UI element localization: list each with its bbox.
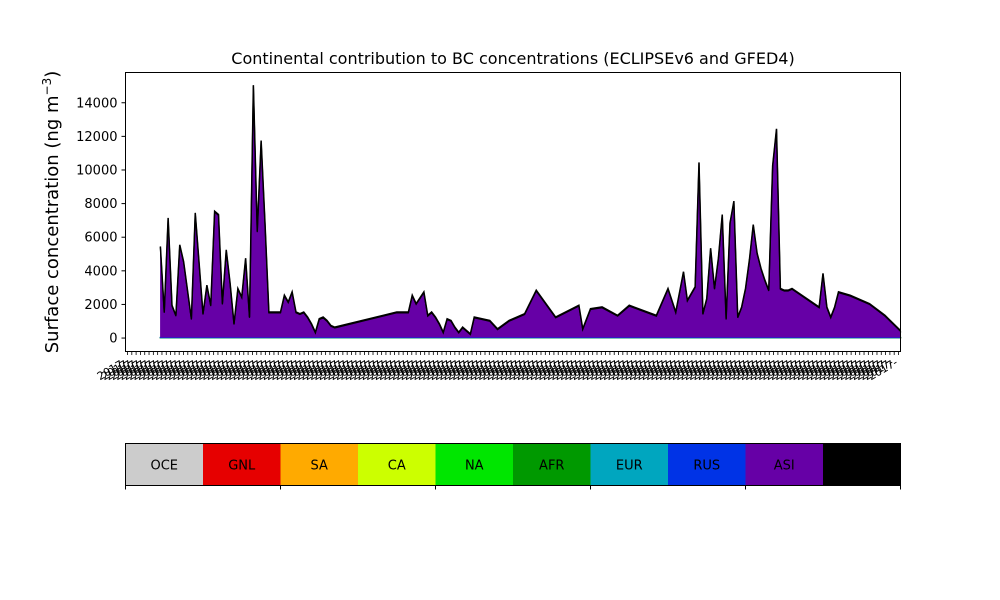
legend-label-ca: CA (388, 459, 406, 474)
y-axis-label: Surface concentration (ng m−3) (40, 71, 63, 354)
x-axis: 2017-2017-2017-2017-2017-2017-2017-2017-… (95, 351, 900, 383)
legend-swatch-gnl (203, 443, 281, 486)
legend-label-eur: EUR (616, 459, 643, 474)
y-tick-label: 4000 (84, 264, 117, 279)
legend-swatch-aus (823, 443, 901, 486)
y-tick-label: 12000 (76, 130, 117, 145)
legend-label-afr: AFR (539, 459, 564, 474)
y-tick-label: 10000 (76, 163, 117, 178)
y-axis: 0 2000 4000 6000 8000 10000 12000 14000 (76, 96, 126, 347)
y-axis-label-main: Surface concentration (ng m (42, 95, 63, 353)
y-tick-label: 2000 (84, 298, 117, 313)
y-tick-label: 8000 (84, 197, 117, 212)
legend-label-na: NA (465, 459, 484, 474)
plot-area (159, 85, 902, 339)
legend-label-aus: AUS (848, 459, 875, 474)
area-asi (160, 85, 901, 338)
y-tick-label: 0 (109, 332, 117, 347)
total-outline (159, 85, 902, 336)
legend-label-gnl: GNL (228, 459, 256, 474)
chart-title: Continental contribution to BC concentra… (231, 49, 794, 68)
legend-label-asi: ASI (774, 459, 795, 474)
y-tick-label: 14000 (76, 96, 117, 111)
legend-label-sa: SA (311, 459, 328, 474)
legend-label-rus: RUS (693, 459, 720, 474)
legend-swatch-asi (745, 443, 823, 486)
legend-swatch-sa (280, 443, 358, 486)
y-tick-label: 6000 (84, 231, 117, 246)
legend-swatch-afr (513, 443, 591, 486)
legend: OCE GNL SA CA NA AFR EUR RUS ASI AUS (125, 443, 901, 490)
y-axis-label-exponent: −3 (40, 78, 54, 96)
legend-swatch-oce (125, 443, 203, 486)
legend-swatch-na (435, 443, 513, 486)
plot-frame (125, 72, 901, 352)
legend-frame (125, 443, 901, 486)
legend-swatch-ca (358, 443, 436, 486)
legend-label-oce: OCE (150, 459, 178, 474)
legend-swatch-rus (668, 443, 746, 486)
y-axis-label-close: ) (42, 71, 63, 78)
legend-swatch-eur (590, 443, 668, 486)
